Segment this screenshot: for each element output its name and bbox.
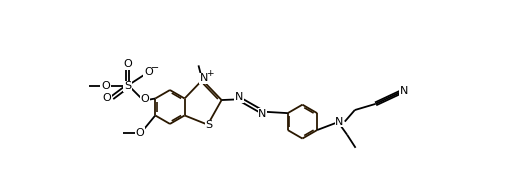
- Text: O: O: [101, 81, 110, 91]
- Text: N: N: [235, 92, 243, 102]
- Text: +: +: [206, 69, 214, 78]
- Text: S: S: [206, 120, 213, 130]
- Text: N: N: [258, 109, 267, 119]
- Text: O: O: [102, 93, 111, 103]
- Text: S: S: [124, 81, 131, 91]
- Text: O: O: [144, 67, 153, 77]
- Text: N: N: [200, 74, 208, 84]
- Text: O: O: [140, 94, 149, 103]
- Text: N: N: [335, 117, 343, 127]
- Text: −: −: [151, 63, 158, 73]
- Text: O: O: [123, 59, 132, 69]
- Text: O: O: [136, 128, 144, 138]
- Text: N: N: [400, 86, 408, 96]
